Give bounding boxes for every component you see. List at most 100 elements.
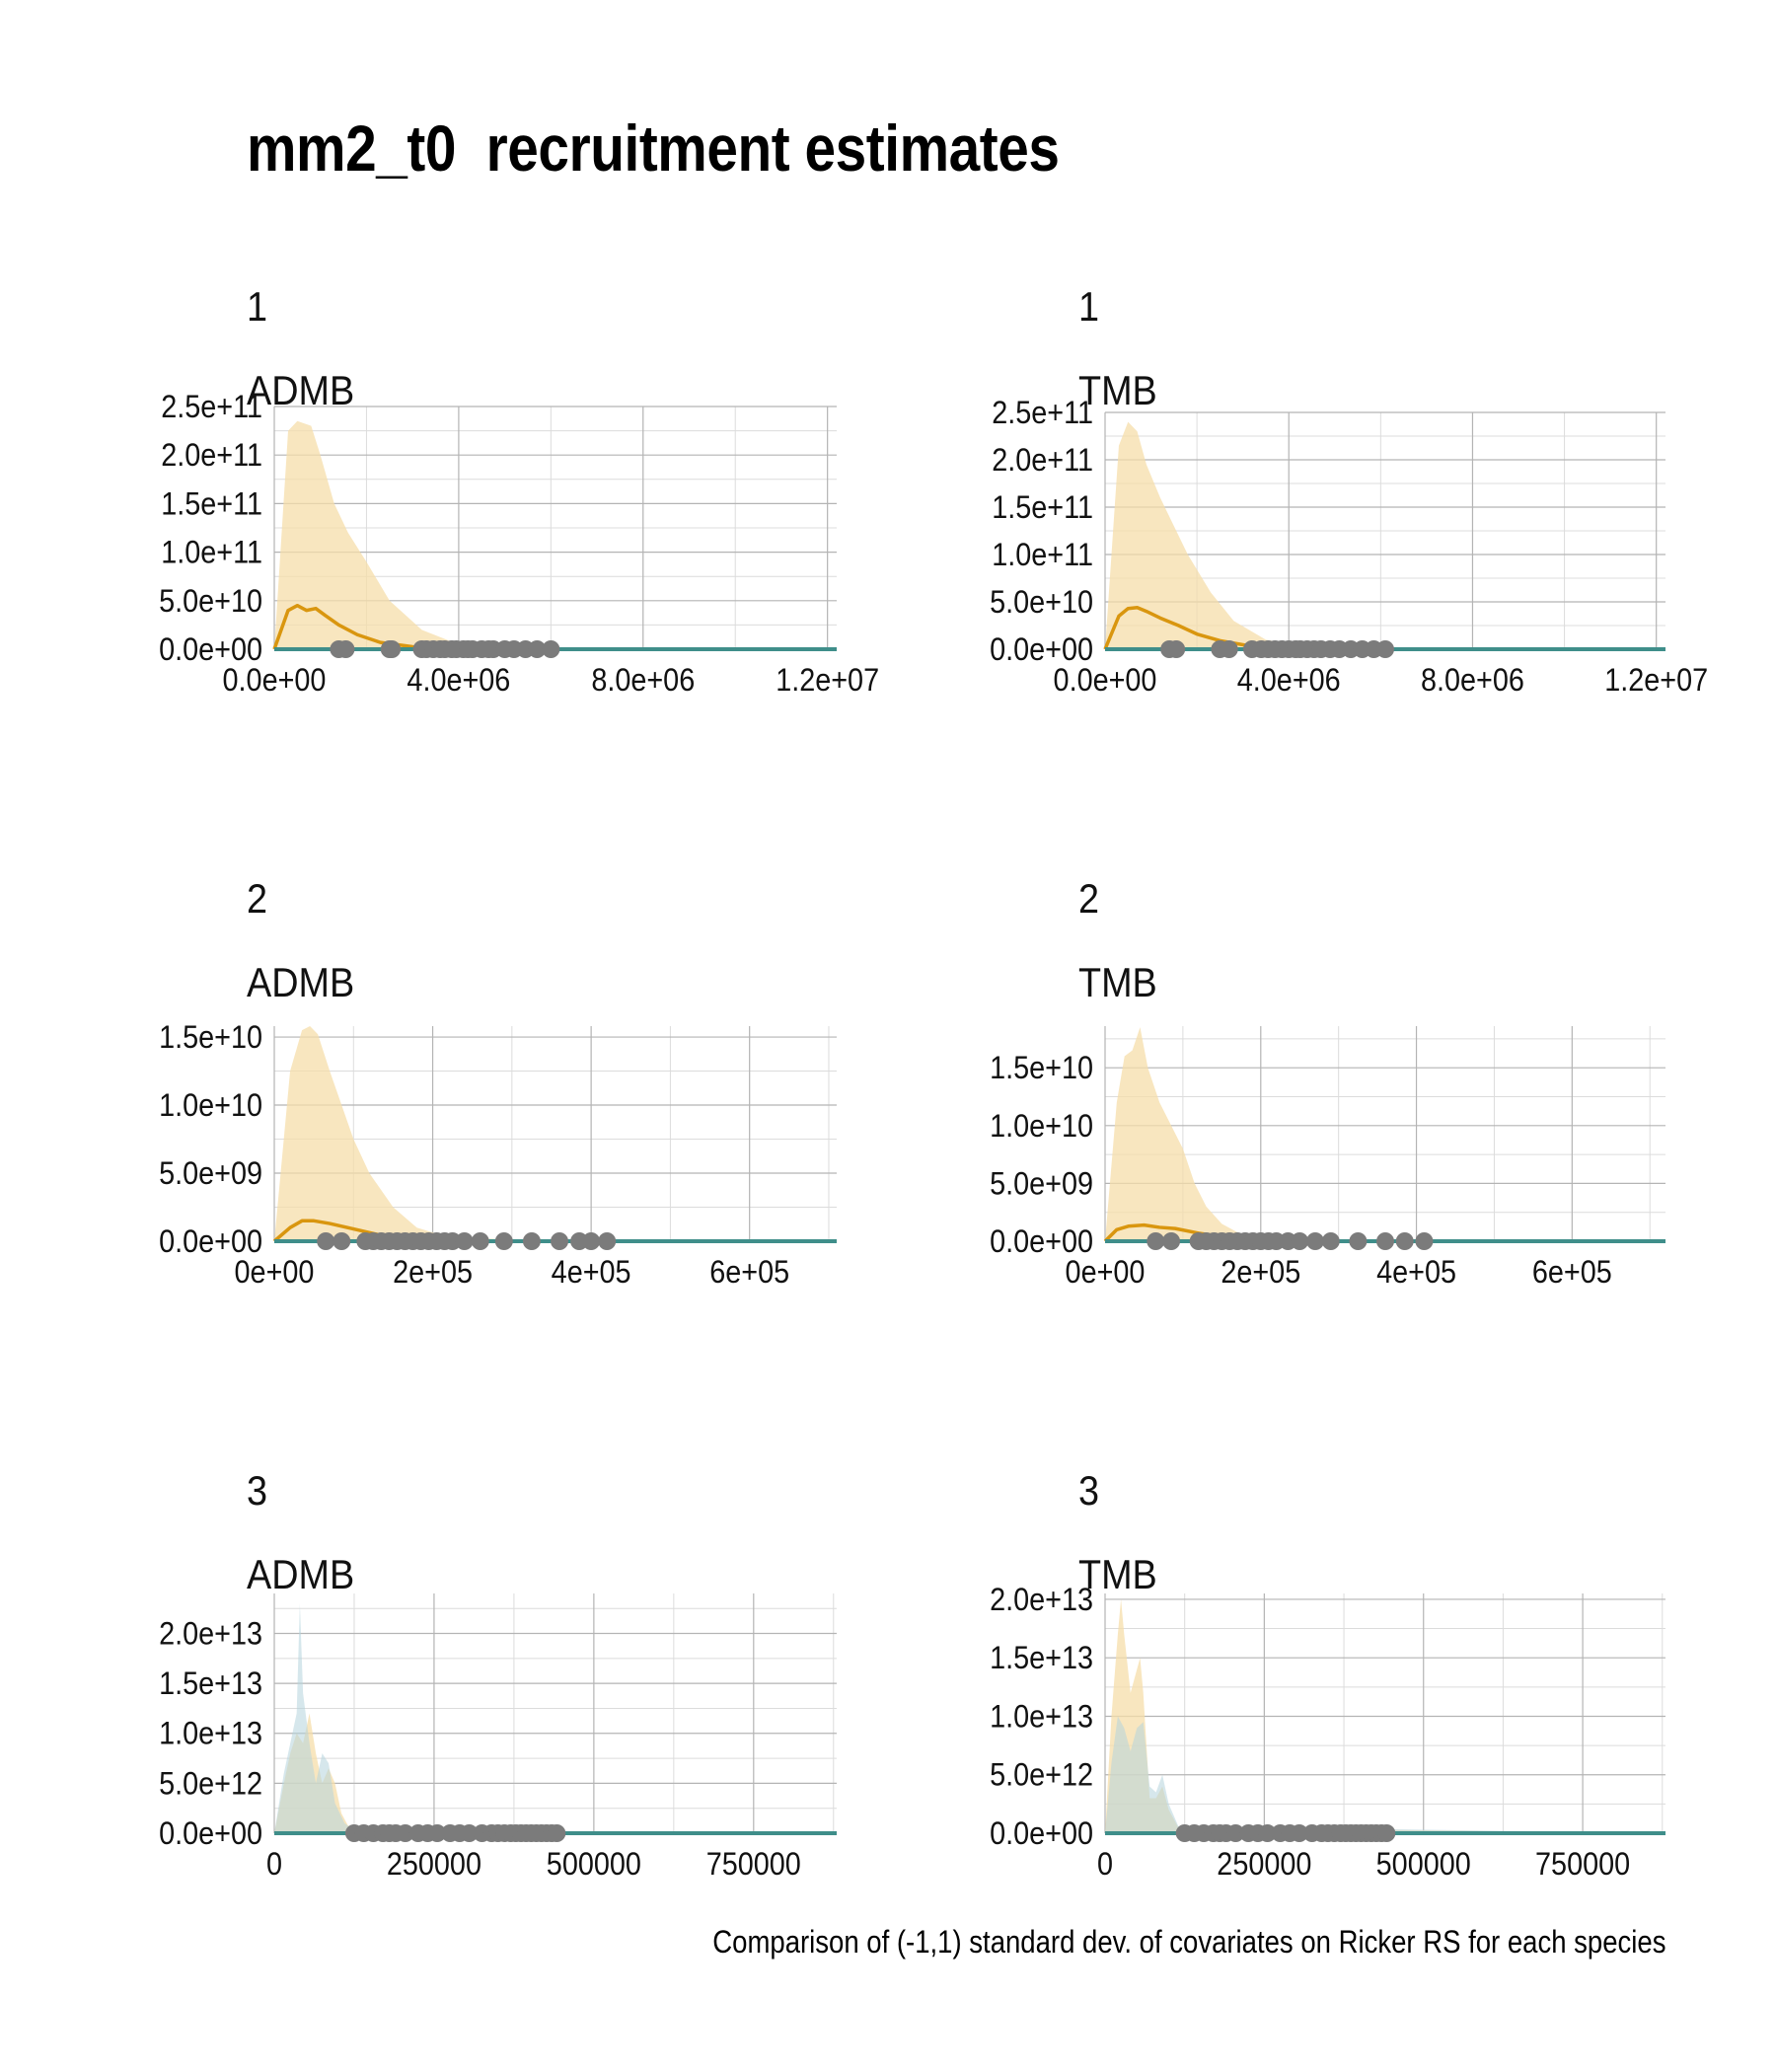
x-tick-label: 0e+00 [235, 1255, 315, 1291]
ci-band-orange [274, 420, 837, 649]
y-tick-label: 0.0e+00 [990, 1224, 1093, 1260]
observation-point [1167, 640, 1186, 658]
observation-point [455, 1232, 474, 1250]
x-tick-label: 4e+05 [552, 1255, 631, 1291]
observation-point [582, 1232, 601, 1250]
x-tick-label: 0 [266, 1847, 282, 1883]
model-label: TMB [1078, 960, 1157, 1005]
x-tick-label: 1.2e+07 [776, 663, 879, 699]
y-tick-label: 2.0e+11 [992, 443, 1093, 479]
ci-band-blue [274, 1603, 837, 1833]
y-tick-label: 1.0e+13 [159, 1716, 262, 1751]
y-tick-label: 0.0e+00 [159, 1224, 262, 1260]
observation-point [336, 640, 355, 658]
x-tick-label: 4.0e+06 [1237, 663, 1341, 699]
observation-point [317, 1232, 335, 1250]
y-tick-label: 1.0e+13 [990, 1699, 1093, 1735]
observation-point [1291, 1232, 1309, 1250]
y-tick-label: 0.0e+00 [159, 1816, 262, 1852]
species-label: 2 [247, 876, 267, 922]
x-tick-label: 0e+00 [1066, 1255, 1146, 1291]
y-tick-label: 5.0e+09 [990, 1166, 1093, 1202]
x-tick-label: 750000 [706, 1847, 801, 1883]
observation-point [1220, 640, 1238, 658]
observation-point [383, 640, 402, 658]
y-tick-label: 0.0e+00 [159, 632, 262, 668]
ci-band-orange [1105, 421, 1665, 649]
x-tick-label: 500000 [1376, 1847, 1471, 1883]
observation-point [460, 1824, 479, 1842]
x-tick-label: 500000 [547, 1847, 641, 1883]
gridlines [273, 1593, 837, 1834]
observation-point [396, 1824, 414, 1842]
figure-caption: Comparison of (-1,1) standard dev. of co… [711, 1924, 1665, 1960]
observation-point [548, 1824, 566, 1842]
species-label: 1 [247, 284, 267, 330]
observation-point [1321, 1232, 1340, 1250]
y-tick-label: 5.0e+12 [159, 1766, 262, 1802]
y-tick-label: 5.0e+12 [990, 1757, 1093, 1793]
x-tick-label: 250000 [387, 1847, 481, 1883]
y-tick-label: 1.0e+10 [159, 1088, 262, 1124]
observation-point [522, 1232, 541, 1250]
x-tick-label: 250000 [1217, 1847, 1311, 1883]
observation-point [1290, 1824, 1308, 1842]
ci-band-blue [1105, 1716, 1665, 1833]
y-tick-label: 0.0e+00 [990, 1816, 1093, 1852]
x-tick-label: 6e+05 [709, 1255, 789, 1291]
x-tick-label: 2e+05 [1221, 1255, 1300, 1291]
observation-point [1376, 640, 1394, 658]
model-label: ADMB [247, 1552, 354, 1597]
x-tick-label: 750000 [1535, 1847, 1630, 1883]
observation-point [494, 1232, 513, 1250]
species-label: 3 [247, 1468, 267, 1514]
ci-band-orange [274, 1713, 837, 1833]
observation-point [428, 1824, 447, 1842]
y-tick-label: 2.5e+11 [992, 396, 1093, 431]
y-tick-label: 1.5e+10 [159, 1020, 262, 1056]
y-tick-label: 2.5e+11 [161, 390, 262, 425]
gridlines [1104, 1593, 1665, 1834]
y-tick-label: 2.0e+13 [990, 1583, 1093, 1618]
y-tick-label: 1.5e+13 [159, 1666, 262, 1702]
observation-point [333, 1232, 351, 1250]
figure-title: mm2_t0 recruitment estimates [247, 111, 1060, 185]
observation-point [551, 1232, 569, 1250]
y-tick-label: 1.5e+11 [992, 490, 1093, 526]
ci-band-orange [274, 1026, 837, 1241]
y-tick-label: 2.0e+13 [159, 1616, 262, 1652]
chart-panel-species-3-admb: 3 ADMB 0 250000 500000 750000 0.0e+00 5.0e+12 1.… [159, 1468, 837, 1882]
observation-point [1376, 1232, 1394, 1250]
y-tick-label: 1.0e+10 [990, 1108, 1093, 1144]
x-tick-label: 1.2e+07 [1604, 663, 1708, 699]
model-label: TMB [1078, 368, 1157, 413]
observation-point [1147, 1232, 1165, 1250]
y-tick-label: 1.5e+13 [990, 1641, 1093, 1676]
x-tick-label: 4e+05 [1376, 1255, 1456, 1291]
species-label: 2 [1078, 876, 1099, 922]
model-label: TMB [1078, 1552, 1157, 1597]
y-tick-label: 5.0e+10 [990, 585, 1093, 621]
observation-point [542, 640, 560, 658]
x-tick-label: 0.0e+00 [1054, 663, 1157, 699]
chart-panel-species-2-tmb: 2 TMB 0e+00 2e+05 4e+05 6e+05 0.0e+00 5.0e+09 1.… [990, 876, 1666, 1291]
observation-point [1349, 1232, 1368, 1250]
observation-point [1306, 1232, 1324, 1250]
y-tick-label: 0.0e+00 [990, 632, 1093, 668]
y-tick-label: 2.0e+11 [161, 438, 262, 474]
x-tick-label: 0.0e+00 [223, 663, 327, 699]
y-tick-label: 1.0e+11 [161, 535, 262, 570]
observation-point [1377, 1824, 1396, 1842]
ci-band-orange [1105, 1027, 1665, 1241]
x-tick-label: 2e+05 [393, 1255, 473, 1291]
species-label: 1 [1078, 284, 1099, 330]
chart-panel-species-1-tmb: 1 TMB 0.0e+00 4.0e+06 8.0e+06 1.2e+07 0.0e+00 5… [990, 284, 1708, 698]
x-tick-label: 4.0e+06 [407, 663, 510, 699]
observation-point [1415, 1232, 1434, 1250]
y-tick-label: 1.5e+11 [161, 486, 262, 522]
model-label: ADMB [247, 960, 354, 1005]
observation-point [1226, 1824, 1245, 1842]
